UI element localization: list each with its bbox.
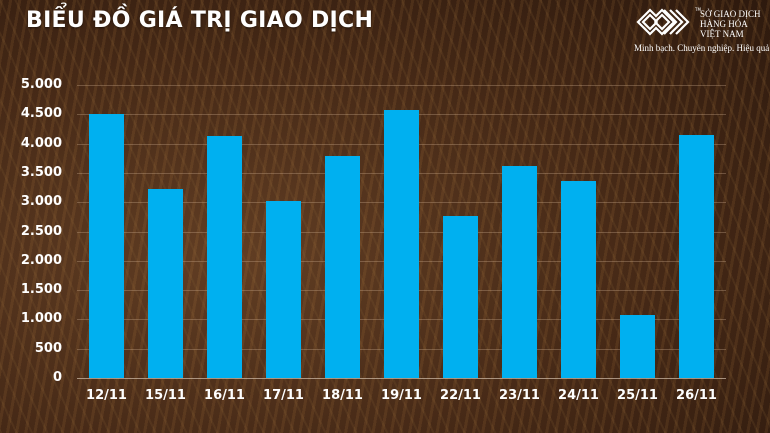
x-tick-label: 16/11: [204, 388, 245, 403]
x-tick-label: 19/11: [381, 388, 422, 403]
bar-18-11[interactable]: [325, 156, 360, 378]
bar-26-11[interactable]: [679, 135, 714, 378]
x-tick-label: 26/11: [676, 388, 717, 403]
y-tick-label: 2.500: [20, 224, 62, 239]
x-tick-label: 12/11: [86, 388, 127, 403]
y-tick-label: 2.000: [20, 253, 62, 268]
mxv-logo: TM SỞ GIAO DỊCH HÀNG HÓA VIỆT NAM Minh b…: [634, 6, 770, 56]
trademark: TM: [695, 7, 701, 12]
y-tick-label: 1.000: [20, 311, 62, 326]
bar-24-11[interactable]: [561, 181, 596, 378]
logo-text: SỞ GIAO DỊCH HÀNG HÓA VIỆT NAM: [700, 9, 761, 39]
y-tick-label: 3.000: [20, 194, 62, 209]
logo-line-2: HÀNG HÓA: [700, 19, 748, 29]
bar-16-11[interactable]: [207, 136, 242, 378]
y-tick-label: 1.500: [20, 282, 62, 297]
mxv-logo-icon: [636, 8, 690, 36]
x-tick-label: 25/11: [617, 388, 658, 403]
chart-title: BIỂU ĐỒ GIÁ TRỊ GIAO DỊCH: [26, 8, 374, 33]
bar-19-11[interactable]: [384, 110, 419, 378]
x-tick-label: 15/11: [145, 388, 186, 403]
x-axis-line: [77, 378, 726, 379]
logo-slogan: Minh bạch. Chuyên nghiệp. Hiệu quả: [634, 43, 770, 53]
gridline: [77, 85, 726, 86]
y-tick-label: 4.000: [20, 136, 62, 151]
x-tick-label: 18/11: [322, 388, 363, 403]
bar-15-11[interactable]: [148, 189, 183, 378]
y-tick-label: 5.000: [20, 77, 62, 92]
x-tick-label: 24/11: [558, 388, 599, 403]
logo-line-3: VIỆT NAM: [700, 29, 744, 39]
bar-12-11[interactable]: [89, 114, 124, 378]
y-tick-label: 3.500: [20, 165, 62, 180]
x-tick-label: 17/11: [263, 388, 304, 403]
y-tick-label: 4.500: [20, 106, 62, 121]
bar-23-11[interactable]: [502, 166, 537, 378]
y-tick-label: 0: [52, 370, 62, 385]
bar-17-11[interactable]: [266, 201, 301, 378]
bar-22-11[interactable]: [443, 216, 478, 378]
x-tick-label: 22/11: [440, 388, 481, 403]
x-tick-label: 23/11: [499, 388, 540, 403]
bar-25-11[interactable]: [620, 315, 655, 378]
logo-line-1: SỞ GIAO DỊCH: [700, 9, 761, 19]
y-tick-label: 500: [34, 341, 62, 356]
